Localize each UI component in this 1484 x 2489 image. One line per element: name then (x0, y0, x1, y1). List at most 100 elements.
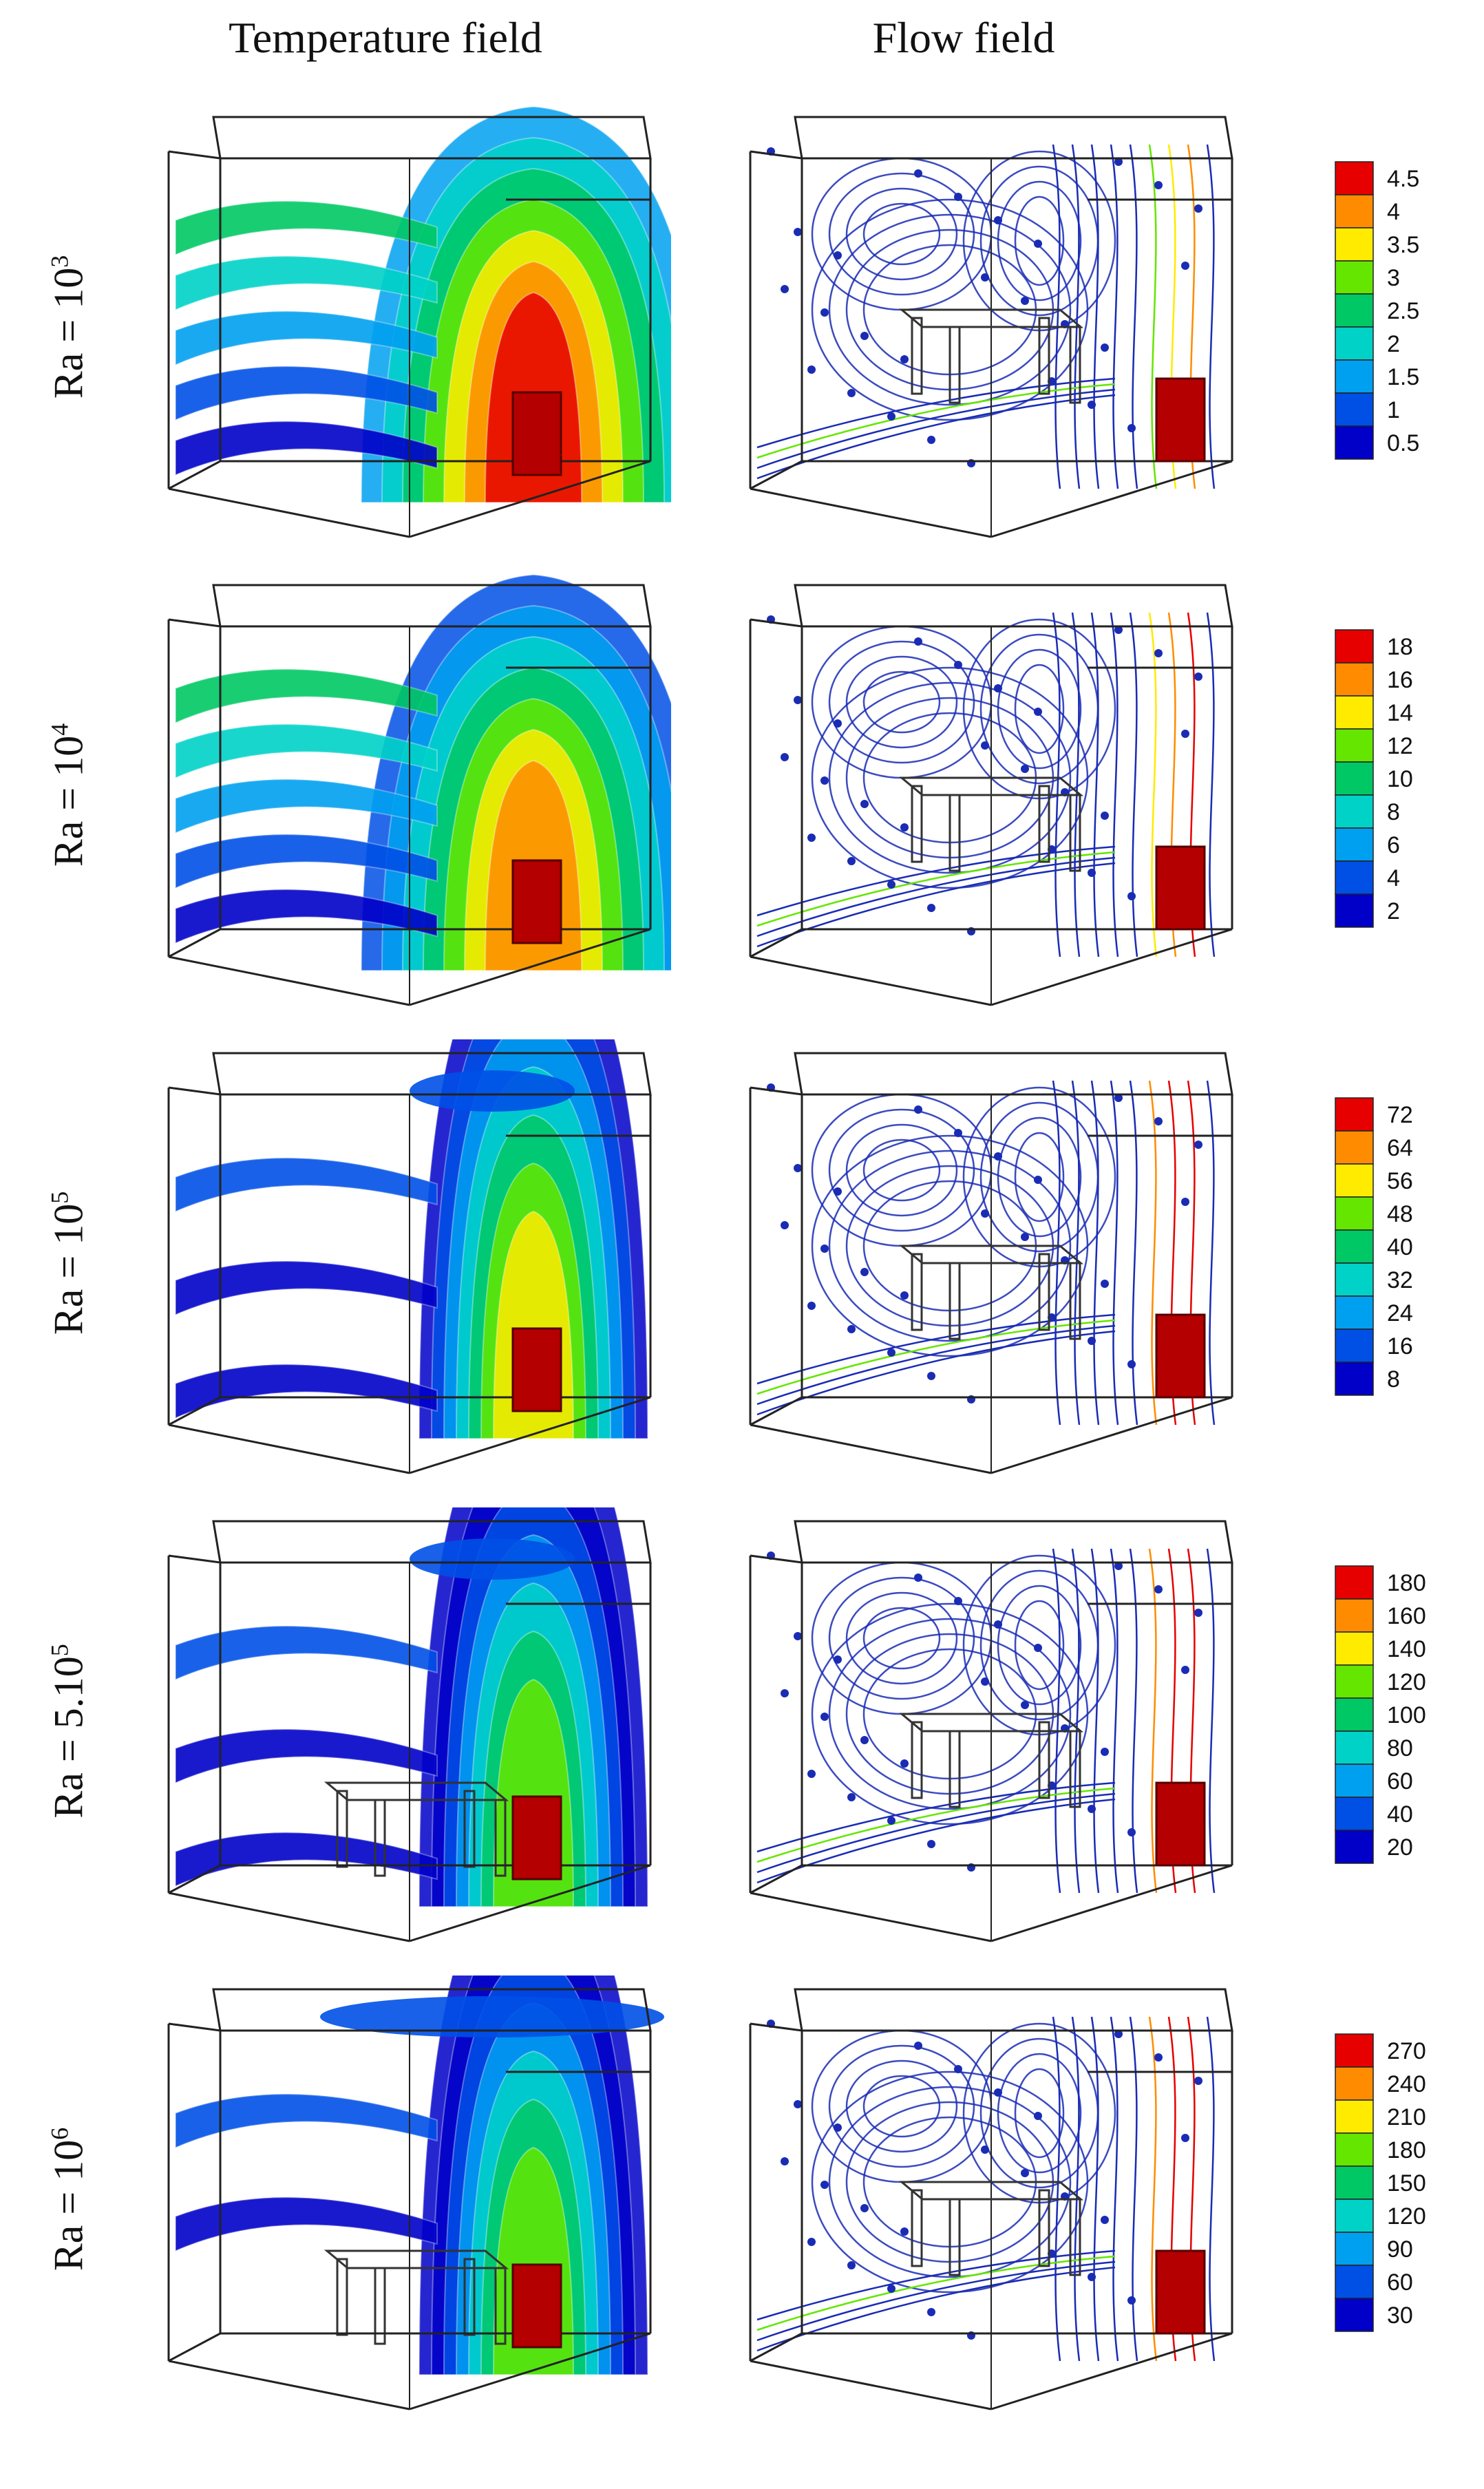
colorbar-tick-label: 4.5 (1387, 166, 1419, 192)
heater-block (1155, 845, 1206, 931)
heater-block (1155, 1313, 1206, 1399)
rayleigh-base: Ra = 10 (45, 267, 92, 399)
colorbar-tick-label: 180 (1387, 1570, 1426, 1596)
colorbar-tick-label: 48 (1387, 1201, 1413, 1227)
colorbar-swatch (1335, 2099, 1374, 2134)
temperature-field-header: Temperature field (229, 13, 542, 62)
colorbar-tick-label: 40 (1387, 1234, 1413, 1260)
colorbar-tick-label: 2.5 (1387, 298, 1419, 324)
velocity-colorbar: 18 16 14 12 10 8 6 4 2 (1332, 626, 1470, 936)
colorbar-swatch (1335, 293, 1374, 328)
heater-block (1155, 377, 1206, 463)
colorbar-swatch (1335, 2033, 1374, 2068)
colorbar-tick-label: 80 (1387, 1735, 1413, 1761)
temperature-isosurface-plot (167, 1039, 652, 1474)
temperature-panel (148, 103, 671, 551)
heater-block (511, 859, 562, 944)
colorbar-tick-label: 8 (1387, 799, 1400, 825)
colorbar-swatch (1335, 1328, 1374, 1363)
colorbar-swatch (1335, 1697, 1374, 1732)
temperature-isosurface-plot (167, 105, 671, 538)
flow-panel (730, 1507, 1253, 1955)
flow-streamline-plot (749, 116, 1233, 538)
colorbar-swatch (1335, 860, 1374, 895)
colorbar-swatch (1335, 893, 1374, 928)
velocity-colorbar: 4.5 4 3.5 3 2.5 2 1.5 1 0.5 (1332, 158, 1470, 468)
colorbar-swatch (1335, 1764, 1374, 1798)
flow-streamline-plot (749, 584, 1233, 1006)
colorbar-swatch (1335, 1598, 1374, 1633)
colorbar-tick-label: 100 (1387, 1702, 1426, 1728)
colorbar-tick-label: 120 (1387, 2203, 1426, 2229)
colorbar-swatch (1335, 827, 1374, 862)
heater-block (511, 2263, 562, 2349)
temperature-panel (148, 1039, 671, 1487)
flow-panel (730, 103, 1253, 551)
colorbar-swatch (1335, 629, 1374, 664)
colorbar-swatch (1335, 695, 1374, 730)
colorbar-tick-label: 18 (1387, 634, 1413, 660)
colorbar-tick-label: 56 (1387, 1168, 1413, 1194)
colorbar-swatch (1335, 1229, 1374, 1264)
temperature-panel (148, 571, 671, 1019)
rayleigh-label: Ra = 104 (0, 571, 138, 1019)
colorbar-swatch (1335, 392, 1374, 427)
colorbar-swatch (1335, 425, 1374, 460)
rayleigh-label: Ra = 103 (0, 103, 138, 551)
colorbar-swatch (1335, 161, 1374, 195)
colorbar-tick-label: 270 (1387, 2038, 1426, 2064)
colorbar-tick-label: 64 (1387, 1135, 1413, 1161)
colorbar-swatch (1335, 2298, 1374, 2332)
colorbar-tick-label: 40 (1387, 1801, 1413, 1828)
rayleigh-exponent: 3 (45, 255, 74, 268)
flow-panel (730, 1976, 1253, 2423)
colorbar-tick-label: 32 (1387, 1267, 1413, 1293)
colorbar-swatch (1335, 2232, 1374, 2266)
colorbar-tick-label: 180 (1387, 2137, 1426, 2163)
colorbar-swatch (1335, 2165, 1374, 2200)
flow-panel (730, 1039, 1253, 1487)
colorbar-tick-label: 24 (1387, 1300, 1413, 1326)
colorbar-tick-label: 72 (1387, 1102, 1413, 1128)
colorbar-tick-label: 14 (1387, 700, 1413, 726)
flow-panel (730, 571, 1253, 1019)
colorbar-swatch (1335, 1830, 1374, 1864)
flow-streamline-plot (749, 1052, 1233, 1474)
colorbar-swatch (1335, 2066, 1374, 2101)
colorbar-swatch (1335, 662, 1374, 697)
temperature-panel (148, 1507, 671, 1955)
rayleigh-exponent: 5 (45, 1191, 74, 1204)
rayleigh-exponent: 6 (45, 2127, 74, 2140)
colorbar-tick-label: 120 (1387, 1669, 1426, 1695)
colorbar-swatch (1335, 260, 1374, 295)
colorbar-tick-label: 6 (1387, 832, 1400, 858)
colorbar-tick-label: 140 (1387, 1636, 1426, 1662)
temperature-panel (148, 1976, 671, 2423)
colorbar-tick-label: 60 (1387, 1768, 1413, 1794)
colorbar-swatch (1335, 1163, 1374, 1198)
colorbar-swatch (1335, 2199, 1374, 2233)
colorbar-tick-label: 60 (1387, 2269, 1413, 2296)
colorbar-tick-label: 240 (1387, 2071, 1426, 2097)
colorbar-swatch (1335, 2265, 1374, 2299)
colorbar-tick-label: 8 (1387, 1366, 1400, 1392)
colorbar-swatch (1335, 1730, 1374, 1765)
temperature-isosurface-plot (167, 1976, 664, 2411)
colorbar-tick-label: 16 (1387, 667, 1413, 693)
rayleigh-label: Ra = 105 (0, 1039, 138, 1487)
heater-block (511, 1327, 562, 1412)
colorbar-swatch (1335, 1565, 1374, 1600)
colorbar-tick-label: 1.5 (1387, 364, 1419, 390)
heater-block (1155, 1781, 1206, 1867)
colorbar-tick-label: 2 (1387, 898, 1400, 924)
heater-block (1155, 2249, 1206, 2335)
velocity-colorbar: 180 160 140 120 100 80 60 40 20 (1332, 1563, 1470, 1872)
colorbar-tick-label: 4 (1387, 865, 1400, 891)
flow-field-header: Flow field (872, 13, 1055, 62)
colorbar-swatch (1335, 194, 1374, 229)
colorbar-tick-label: 3.5 (1387, 232, 1419, 258)
colorbar-tick-label: 150 (1387, 2170, 1426, 2196)
rayleigh-base: Ra = 10 (45, 735, 92, 867)
colorbar-tick-label: 16 (1387, 1333, 1413, 1359)
colorbar-tick-label: 30 (1387, 2302, 1413, 2329)
